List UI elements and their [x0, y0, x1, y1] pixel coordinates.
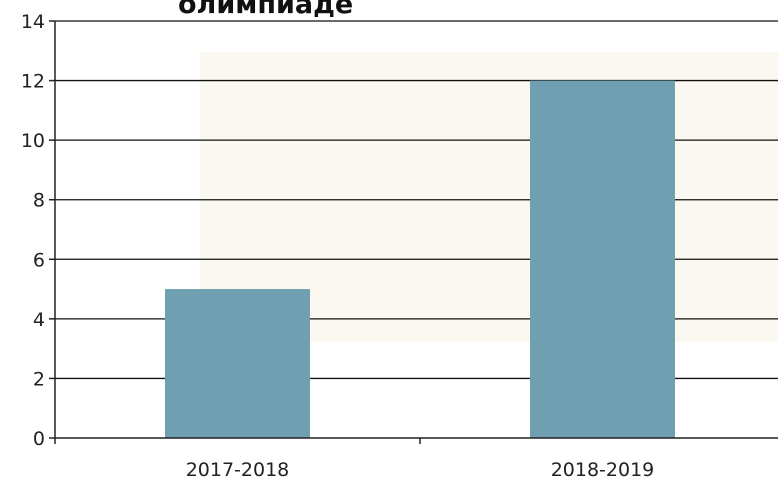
y-tick-label: 10	[21, 130, 45, 152]
y-tick-label: 4	[33, 309, 45, 331]
axes	[54, 21, 778, 439]
y-tick-label: 12	[21, 71, 45, 93]
x-tick-label: 2017-2018	[186, 459, 290, 478]
y-ticks: 0 2 4 6 8 10 12 14	[21, 11, 55, 450]
y-tick-label: 14	[21, 11, 45, 33]
y-tick-label: 6	[33, 249, 45, 271]
chart-title: олимпиаде	[178, 0, 353, 20]
y-tick-label: 0	[33, 428, 45, 450]
bar-2017-2018	[165, 289, 310, 438]
bar-2018-2019	[530, 80, 675, 439]
x-ticks: 2017-2018 2018-2019	[54, 438, 655, 478]
bars	[165, 80, 675, 439]
x-tick-label: 2018-2019	[551, 459, 655, 478]
y-tick-label: 8	[33, 190, 45, 212]
y-tick-label: 2	[33, 368, 45, 390]
